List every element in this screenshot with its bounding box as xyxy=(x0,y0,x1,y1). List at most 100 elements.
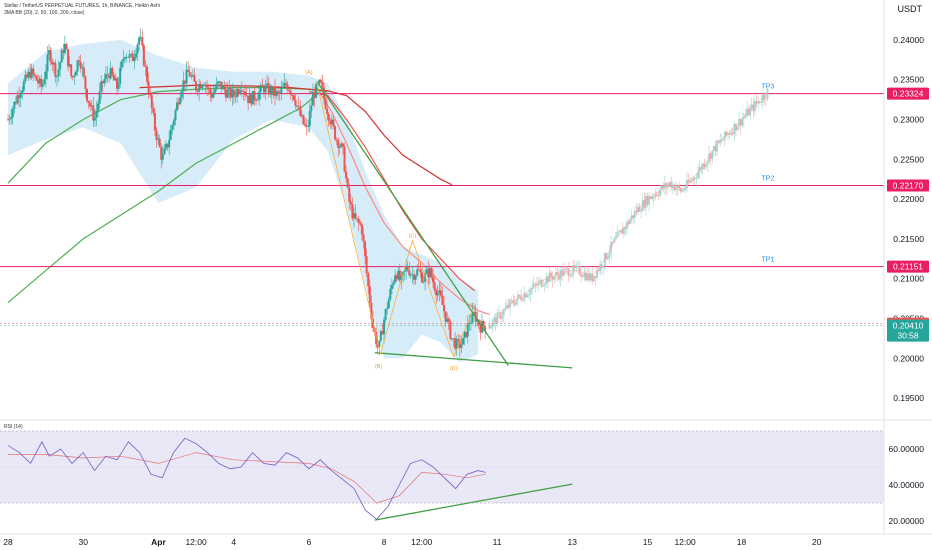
projected-candle xyxy=(760,95,763,106)
projected-candle-body xyxy=(695,178,698,179)
candle xyxy=(93,109,96,127)
candle xyxy=(248,88,251,104)
candle xyxy=(348,183,351,210)
trendline-1[interactable] xyxy=(317,83,509,366)
candle-body xyxy=(136,44,139,54)
candle xyxy=(261,78,264,88)
projected-candle xyxy=(513,296,516,307)
candle-body xyxy=(130,53,133,55)
projected-candle-body xyxy=(684,188,687,190)
projected-candle xyxy=(551,271,554,288)
rsi-trendline[interactable] xyxy=(374,483,573,521)
candle-body xyxy=(153,112,156,131)
candle xyxy=(30,63,33,81)
candle xyxy=(340,141,343,149)
projected-candle xyxy=(749,103,752,121)
candle xyxy=(138,35,141,51)
candle-body xyxy=(292,95,295,100)
projected-candle-body xyxy=(766,88,769,99)
projected-candle xyxy=(627,219,630,227)
candle xyxy=(362,226,365,249)
projected-candle-body xyxy=(724,131,726,140)
wave-label-2: (B) xyxy=(375,364,383,370)
projected-candle-body xyxy=(621,229,624,234)
candle-body xyxy=(100,81,103,92)
projected-candle-body xyxy=(529,289,532,295)
candle-body xyxy=(172,120,175,126)
projected-candle-body xyxy=(671,184,674,188)
candle-body xyxy=(19,94,22,98)
candle-body xyxy=(21,90,24,95)
candle-body xyxy=(255,100,258,101)
projected-candle-body xyxy=(578,265,581,275)
candle-body xyxy=(424,273,427,282)
candle xyxy=(185,61,188,91)
candle xyxy=(379,329,382,342)
drawings[interactable]: (A) (B) (C) (D) (E) xyxy=(305,70,573,372)
projected-candle-body xyxy=(618,231,620,233)
projected-candle-body xyxy=(575,265,578,268)
projected-candle xyxy=(738,111,741,130)
candle-body xyxy=(37,80,40,84)
candle-body xyxy=(237,89,240,93)
candle-body xyxy=(228,87,231,90)
projected-candle xyxy=(558,268,560,283)
candle xyxy=(196,88,199,97)
projected-candle-body xyxy=(551,277,554,280)
currency-label[interactable]: USDT xyxy=(897,4,923,14)
candle xyxy=(120,59,123,72)
candle xyxy=(409,272,412,279)
projected-candle xyxy=(567,262,570,282)
projected-candle-body xyxy=(705,164,707,168)
candle-body xyxy=(98,91,101,104)
time-axis[interactable]: 28 30 Apr 12:00 4 6 8 12:00 11 13 15 12:00 18 20 xyxy=(0,533,932,547)
candle xyxy=(356,218,359,223)
candle-body xyxy=(16,95,19,104)
candle-body xyxy=(176,102,179,111)
candle-body xyxy=(463,331,466,339)
projected-candle xyxy=(633,205,636,224)
projected-candle-body xyxy=(594,276,597,278)
projected-candle-body xyxy=(682,189,685,191)
candle xyxy=(443,296,446,318)
candle-body xyxy=(30,68,33,78)
candle-body xyxy=(291,94,294,96)
projected-candle xyxy=(569,270,571,278)
wave-path[interactable] xyxy=(316,81,473,358)
projected-candle-body xyxy=(687,179,690,183)
projected-candle-body xyxy=(599,264,601,272)
projected-candle-body xyxy=(513,303,516,305)
projected-candle-body xyxy=(588,273,590,280)
candle-body xyxy=(326,108,329,114)
projected-candle xyxy=(603,251,606,271)
moving-average-1 xyxy=(7,91,321,304)
candle xyxy=(239,85,242,96)
candle-body xyxy=(119,67,122,84)
candle xyxy=(103,73,106,87)
candle-body xyxy=(169,129,172,140)
candle xyxy=(319,78,322,84)
candle xyxy=(43,72,46,86)
projected-candle xyxy=(521,297,524,302)
time-tick-label: 12:00 xyxy=(674,537,696,547)
candle-body xyxy=(32,68,35,75)
candle-body xyxy=(245,94,248,97)
candle xyxy=(104,66,107,85)
candle xyxy=(41,79,44,90)
candle-body xyxy=(79,61,82,69)
projected-candle xyxy=(744,108,747,119)
projected-candle-body xyxy=(755,101,758,104)
candle xyxy=(160,143,163,169)
candle xyxy=(357,215,360,232)
candle-body xyxy=(367,273,370,287)
projected-candle-body xyxy=(641,200,644,212)
price-axis[interactable]: 0.24000 0.23500 0.23000 0.22500 0.22000 0.215… xyxy=(883,0,929,534)
candle-body xyxy=(288,90,291,92)
candle xyxy=(8,114,11,125)
candle xyxy=(256,94,259,101)
projected-candle-body xyxy=(580,274,583,277)
trendline-2[interactable] xyxy=(374,352,573,369)
candle xyxy=(441,286,444,306)
candle xyxy=(285,78,288,89)
